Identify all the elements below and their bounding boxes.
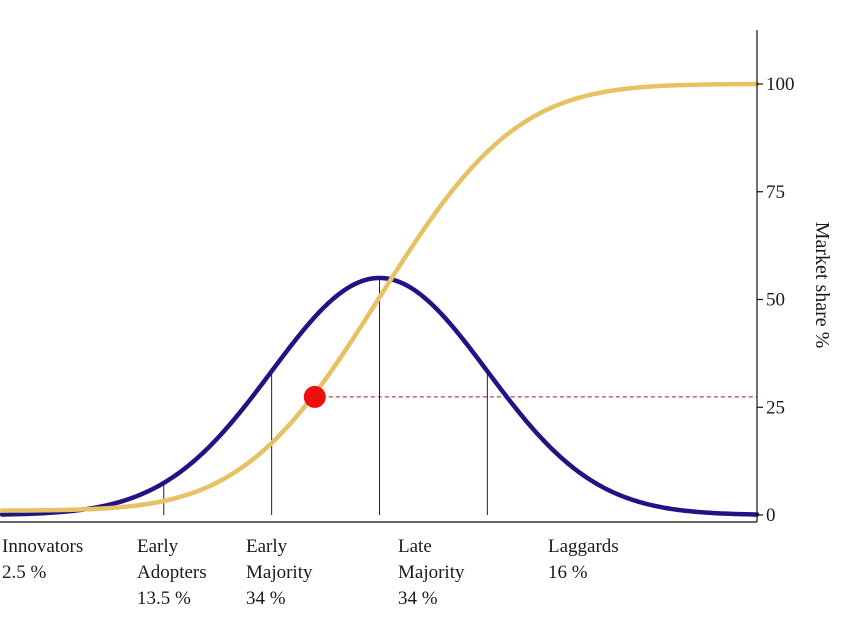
- y-tick-label: 0: [766, 505, 776, 526]
- current-position-marker: [303, 385, 326, 408]
- y-tick-label: 100: [766, 74, 795, 95]
- y-axis-title: Market share %: [811, 222, 833, 349]
- category-label-line: Adopters: [137, 562, 207, 583]
- category-label-line: Majority: [246, 562, 313, 583]
- adoption-bell-curve: [0, 275, 760, 517]
- category-label-line: Late: [398, 536, 432, 557]
- category-label-line: Early: [246, 536, 288, 557]
- y-tick-label: 75: [766, 182, 785, 203]
- category-label: Early Adopters 13.5 %: [137, 536, 207, 609]
- category-label-line: 34 %: [398, 588, 438, 609]
- category-label: Late Majority 34 %: [398, 536, 465, 609]
- category-label-line: Early: [137, 536, 179, 557]
- category-labels: Innovators 2.5 % Early Adopters 13.5 % Early M…: [2, 536, 619, 609]
- category-label: Innovators 2.5 %: [2, 536, 83, 583]
- category-label-line: Laggards: [548, 536, 619, 557]
- y-tick-label: 25: [766, 397, 785, 418]
- y-tick-label: 50: [766, 290, 785, 311]
- category-label-line: 13.5 %: [137, 588, 191, 609]
- category-label: Early Majority 34 %: [246, 536, 313, 609]
- category-label-line: 16 %: [548, 562, 588, 583]
- y-axis-ticks: 0 25 50 75 100: [757, 74, 795, 526]
- category-label-line: Majority: [398, 562, 465, 583]
- category-label-line: 34 %: [246, 588, 286, 609]
- market-share-s-curve: [0, 81, 760, 513]
- category-label-line: 2.5 %: [2, 562, 47, 583]
- category-label-line: Innovators: [2, 536, 83, 557]
- category-label: Laggards 16 %: [548, 536, 619, 583]
